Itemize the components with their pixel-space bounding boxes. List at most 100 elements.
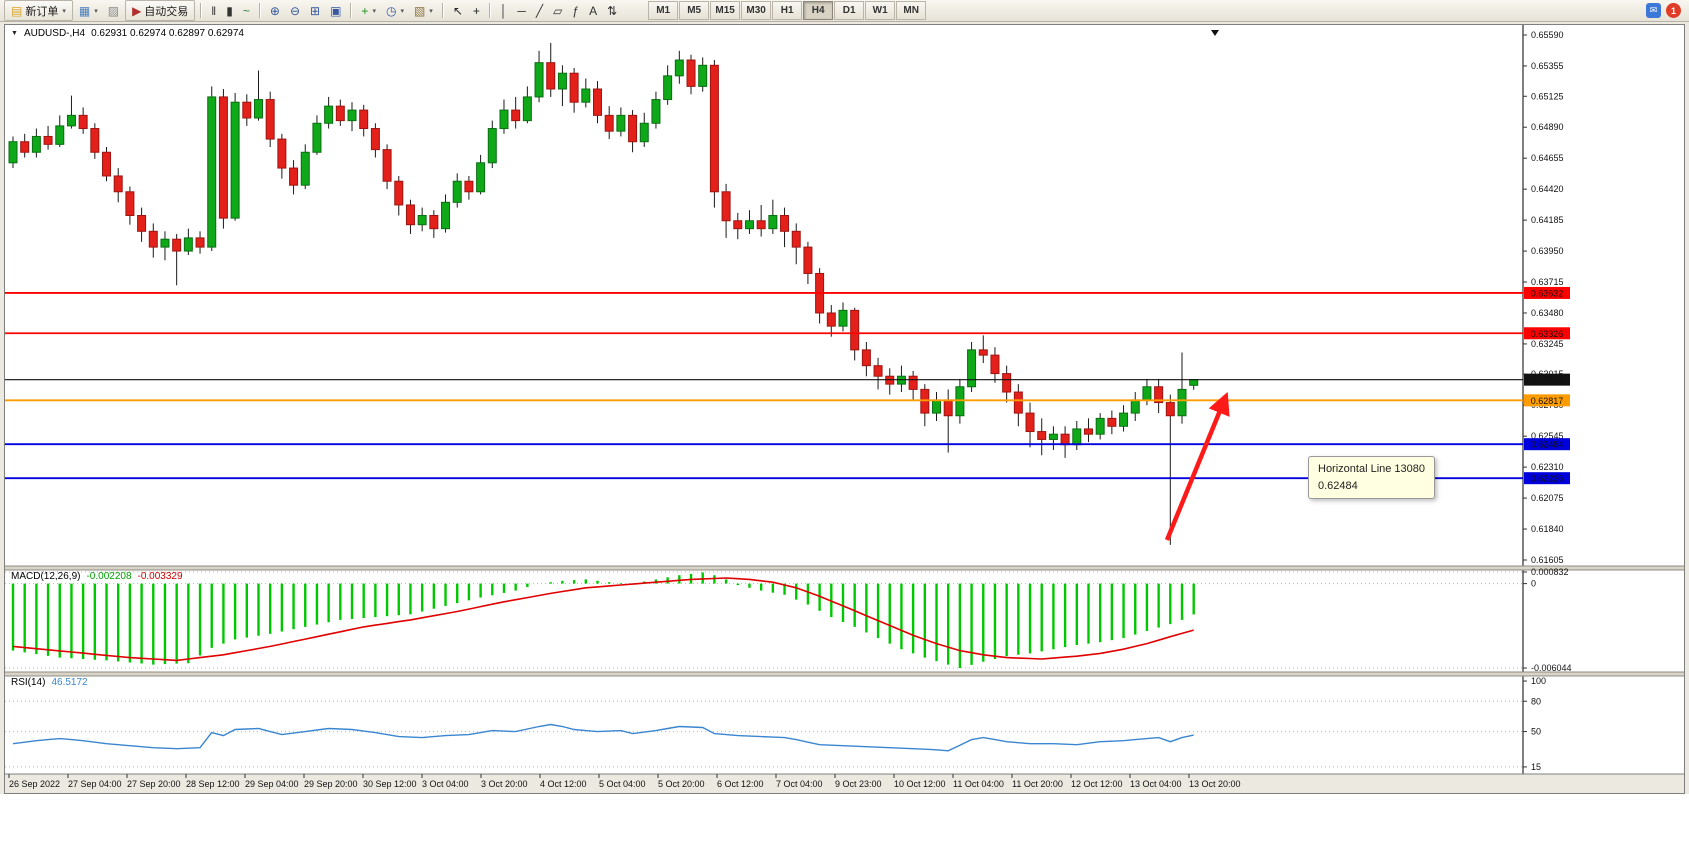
autotrading-button[interactable]: ▶ 自动交易 — [125, 0, 196, 21]
zoom-in-button[interactable]: ⊕ — [266, 0, 284, 21]
candle — [452, 180, 462, 203]
crosshair-icon: + — [472, 3, 480, 18]
price-tick-label: 0.61605 — [1531, 555, 1564, 565]
toolbar-right: ✉ 1 — [1646, 3, 1686, 18]
price-tag — [1524, 373, 1570, 386]
candle — [955, 386, 965, 417]
new-order-button[interactable]: ▤ 新订单 ▾ — [4, 0, 73, 21]
line-chart-button[interactable]: ~ — [239, 0, 254, 21]
equidistant-channel-button[interactable]: ▱ — [549, 0, 566, 21]
autotrading-label: 自动交易 — [144, 5, 189, 18]
candle — [967, 349, 977, 388]
fibonacci-icon: ƒ — [572, 3, 580, 18]
periods-icon: ◷ — [385, 3, 397, 18]
timeframe-m5-button[interactable]: M5 — [679, 1, 710, 20]
panel-separator[interactable] — [5, 565, 1684, 571]
candle — [803, 246, 813, 274]
cascade-windows-button[interactable]: ▣ — [326, 0, 345, 21]
candle — [511, 109, 521, 122]
crosshair-button[interactable]: + — [469, 0, 484, 21]
arrows-button[interactable]: ⇅ — [603, 0, 621, 21]
profiles-button[interactable]: ▨ — [104, 0, 123, 21]
chevron-down-icon: ▾ — [400, 7, 404, 15]
timeframe-h1-button[interactable]: H1 — [772, 1, 803, 20]
horizontal-line-button[interactable]: ─ — [513, 0, 530, 21]
support-line-blue-2[interactable]: 0.62226 — [5, 472, 1570, 485]
symbol-label: AUDUSD-,H4 — [23, 28, 86, 39]
support-line-orange[interactable]: 0.62817 — [5, 394, 1570, 407]
candle — [616, 114, 626, 132]
price-tick-label: 0.65590 — [1531, 30, 1564, 40]
time-tick-label: 29 Sep 20:00 — [304, 779, 358, 789]
macd-signal-line — [12, 577, 1194, 662]
candle — [686, 59, 696, 87]
timeframe-m15-button[interactable]: M15 — [710, 1, 741, 20]
timeframe-w1-button[interactable]: W1 — [865, 1, 896, 20]
time-tick-label: 26 Sep 2022 — [9, 779, 60, 789]
toolbar-separator — [488, 3, 491, 18]
timeframe-m30-button[interactable]: M30 — [741, 1, 772, 20]
candle — [546, 62, 556, 90]
price-tag-label: 0.62484 — [1531, 440, 1564, 450]
candle — [499, 109, 509, 130]
tile-windows-button[interactable]: ⊞ — [306, 0, 324, 21]
candle — [8, 141, 18, 164]
candle — [113, 175, 123, 193]
bar-chart-button[interactable]: ‖ — [207, 0, 220, 21]
rsi-tick-label: 100 — [1531, 676, 1546, 686]
autotrading-icon: ▶ — [132, 3, 142, 18]
trendline-button[interactable]: ╱ — [532, 0, 547, 21]
candle — [1083, 428, 1093, 435]
candle — [604, 114, 614, 132]
candle — [324, 105, 334, 124]
time-tick-label: 28 Sep 12:00 — [186, 779, 240, 789]
indicators-button[interactable]: + ▾ — [357, 0, 380, 21]
resistance-line-1[interactable]: 0.63632 — [5, 286, 1570, 299]
candle — [932, 399, 942, 414]
time-tick-label: 5 Oct 20:00 — [658, 779, 705, 789]
candle — [137, 214, 147, 232]
timeframe-d1-button[interactable]: D1 — [834, 1, 865, 20]
chart-canvas[interactable]: 0.65590 0.65355 0.65125 0.64890 0.64655 0.644… — [5, 25, 1684, 793]
timeframe-mn-button[interactable]: MN — [896, 1, 927, 20]
candle — [1037, 431, 1047, 440]
fibonacci-button[interactable]: ƒ — [568, 0, 583, 21]
periods-button[interactable]: ◷ ▾ — [382, 0, 408, 21]
timeframe-m1-button[interactable]: M1 — [648, 1, 679, 20]
time-tick-label: 4 Oct 12:00 — [540, 779, 587, 789]
time-tick-label: 9 Oct 23:00 — [835, 779, 882, 789]
candle — [207, 96, 217, 248]
vertical-line-button[interactable]: │ — [496, 0, 512, 21]
text-button[interactable]: A — [585, 0, 601, 21]
panel-separator[interactable] — [5, 671, 1684, 677]
new-chart-button[interactable]: ▦ ▾ — [75, 0, 102, 21]
notification-badge[interactable]: 1 — [1666, 3, 1681, 18]
candle — [581, 88, 591, 103]
community-icon[interactable]: ✉ — [1646, 3, 1661, 18]
candle — [1002, 373, 1012, 393]
symbol-dropdown-icon[interactable]: ▼ — [11, 30, 18, 37]
price-tag-label: 0.62817 — [1531, 396, 1564, 406]
arrows-icon: ⇅ — [607, 3, 618, 18]
candle — [394, 180, 404, 206]
candlestick-chart-button[interactable]: ▮ — [222, 0, 237, 21]
time-axis[interactable]: 26 Sep 2022 27 Sep 04:00 27 Sep 20:00 28 Se… — [5, 773, 1684, 793]
candle — [102, 151, 112, 177]
candle — [55, 125, 65, 145]
candle — [1095, 417, 1105, 435]
timeframe-h4-button[interactable]: H4 — [803, 1, 834, 20]
chevron-down-icon: ▾ — [429, 7, 433, 15]
zoom-out-button[interactable]: ⊖ — [286, 0, 304, 21]
candle — [838, 309, 848, 327]
chart-shift-marker[interactable] — [1211, 30, 1219, 36]
candle — [476, 162, 486, 193]
trend-arrow-object[interactable] — [1164, 391, 1230, 541]
chart-header: ▼ AUDUSD-,H4 0.62931 0.62974 0.62897 0.6… — [11, 28, 244, 39]
support-line-blue-1[interactable]: 0.62484 — [5, 438, 1570, 451]
bid-price-line[interactable]: 0.62974 — [5, 373, 1570, 386]
line-chart-icon: ~ — [242, 3, 250, 18]
candle — [277, 138, 287, 169]
templates-button[interactable]: ▧ ▾ — [410, 0, 437, 21]
resistance-line-2[interactable]: 0.63326 — [5, 327, 1570, 340]
cursor-button[interactable]: ↖ — [449, 0, 467, 21]
